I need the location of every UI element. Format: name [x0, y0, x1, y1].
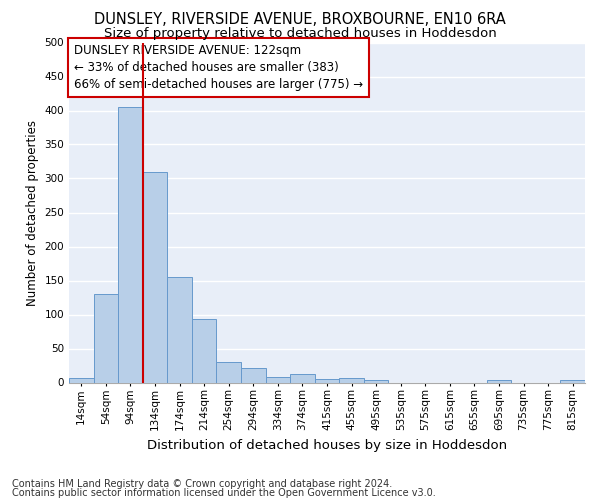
Bar	[241, 368, 266, 382]
Bar	[315, 379, 339, 382]
Bar	[94, 294, 118, 382]
Bar	[192, 320, 217, 382]
Bar	[364, 380, 388, 382]
Bar	[69, 378, 94, 382]
Bar	[118, 107, 143, 382]
Text: Size of property relative to detached houses in Hoddesdon: Size of property relative to detached ho…	[104, 28, 496, 40]
Bar	[290, 374, 315, 382]
Bar	[487, 380, 511, 382]
Text: Contains HM Land Registry data © Crown copyright and database right 2024.: Contains HM Land Registry data © Crown c…	[12, 479, 392, 489]
Bar	[143, 172, 167, 382]
Bar	[560, 380, 585, 382]
Bar	[167, 277, 192, 382]
Bar	[266, 377, 290, 382]
X-axis label: Distribution of detached houses by size in Hoddesdon: Distribution of detached houses by size …	[147, 438, 507, 452]
Y-axis label: Number of detached properties: Number of detached properties	[26, 120, 39, 306]
Bar	[339, 378, 364, 382]
Text: DUNSLEY RIVERSIDE AVENUE: 122sqm
← 33% of detached houses are smaller (383)
66% : DUNSLEY RIVERSIDE AVENUE: 122sqm ← 33% o…	[74, 44, 363, 91]
Text: Contains public sector information licensed under the Open Government Licence v3: Contains public sector information licen…	[12, 488, 436, 498]
Text: DUNSLEY, RIVERSIDE AVENUE, BROXBOURNE, EN10 6RA: DUNSLEY, RIVERSIDE AVENUE, BROXBOURNE, E…	[94, 12, 506, 28]
Bar	[217, 362, 241, 382]
